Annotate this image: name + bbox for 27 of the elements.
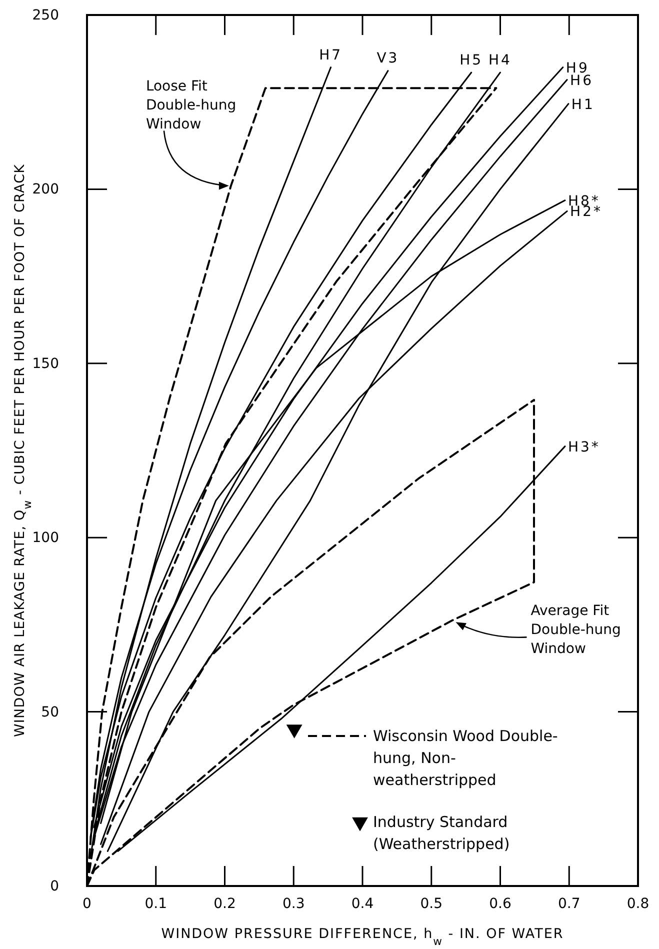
series-label: V3 [376,50,400,67]
series-label: H6 [570,72,594,89]
legend-label: Industry Standard (Weatherstripped) [373,813,510,853]
y-tick-label: 50 [41,704,59,720]
series-label: H7 [319,47,343,64]
x-tick-label: 0.2 [214,896,236,912]
y-tick-label: 250 [32,7,59,24]
x-tick-label: 0.8 [626,896,650,912]
x-tick-label: 0.4 [351,896,374,912]
y-tick-label: 0 [50,878,59,894]
series-label: H3* [568,439,600,456]
series-label: H4 [488,52,512,68]
series-label: H5 [460,52,484,68]
x-tick-label: 0.6 [489,896,512,912]
x-tick-label: 0.7 [558,896,580,912]
x-tick-label: 0.5 [420,896,443,912]
x-tick-label: 0.1 [144,896,168,912]
y-tick-label: 150 [32,356,59,372]
legend-label: Wisconsin Wood Double-hung, Non-weatherstripped [373,727,558,789]
y-tick-label: 100 [32,530,59,546]
series-label: H1 [571,96,595,113]
x-axis-title: WINDOW PRESSURE DIFFERENCE, h$_{w}$ - IN. OF WATER [161,926,564,948]
y-tick-label: 200 [32,182,59,198]
annotation: Average Fit Double-hung Window [530,603,621,658]
x-tick-label: 0.3 [282,896,305,912]
x-tick-label: 0 [82,896,92,912]
annotation: Loose Fit Double-hung Window [146,78,236,133]
